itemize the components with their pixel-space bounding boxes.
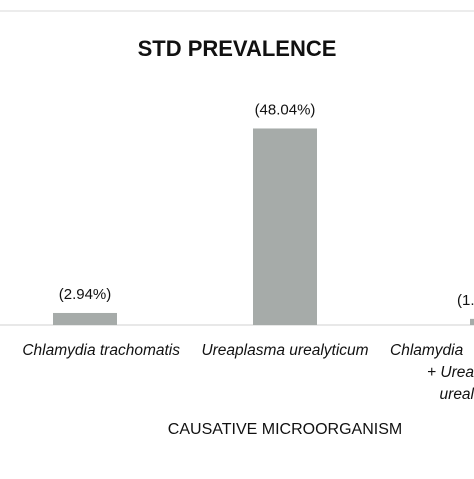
data-label-1: (2.94%) — [59, 286, 112, 303]
data-label-3: (1. — [457, 292, 474, 309]
x-tick-labels: Chlamydia trachomatis Ureaplasma urealyti… — [22, 342, 474, 403]
x-tick-label-3-line-1: Chlamydia — [390, 342, 464, 359]
bar-3 — [470, 318, 474, 325]
bar-2 — [253, 128, 317, 325]
data-labels: (2.94%) (48.04%) (1. — [59, 101, 474, 308]
x-tick-label-2: Ureaplasma urealyticum — [201, 342, 368, 359]
x-tick-label-1: Chlamydia trachomatis — [22, 342, 180, 359]
x-tick-label-3-line-2: + Urea — [427, 364, 474, 381]
x-axis-label: CAUSATIVE MICROORGANISM — [168, 421, 402, 438]
bar-series — [53, 128, 474, 325]
bar-1 — [53, 312, 117, 325]
x-tick-label-3-line-3: ureal — [440, 386, 474, 403]
data-label-2: (48.04%) — [255, 101, 316, 118]
chart-title: STD PREVALENCE — [138, 36, 337, 61]
